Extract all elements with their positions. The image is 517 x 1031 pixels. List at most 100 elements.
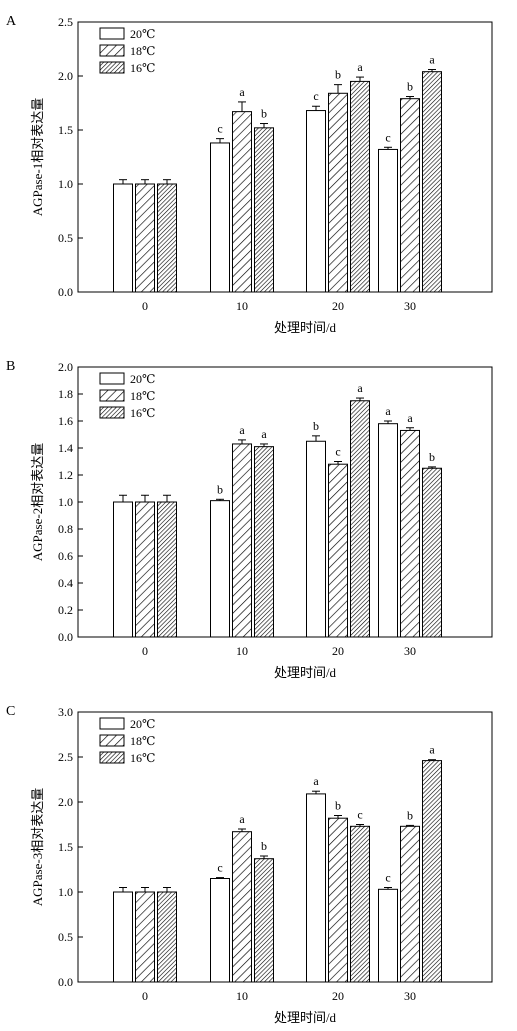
- bar: [113, 891, 133, 983]
- significance-letter: c: [217, 861, 222, 875]
- bar: [422, 760, 442, 983]
- legend-swatch: [99, 751, 125, 764]
- y-tick-label: 0.8: [58, 522, 73, 536]
- significance-letter: b: [407, 808, 413, 822]
- x-tick-label: 10: [236, 644, 248, 658]
- bar: [422, 71, 442, 293]
- legend-label: 20℃: [130, 717, 155, 731]
- x-tick-label: 0: [142, 989, 148, 1003]
- chart-a-svg: 0.0 0.5 1.0 1.5 2.0 2.5 0 10 20 30 处理时间/d AGPase-1相…: [30, 15, 493, 335]
- x-tick-label: 20: [332, 989, 344, 1003]
- bar: [157, 501, 177, 638]
- significance-letter: b: [313, 419, 319, 433]
- x-tick-label: 30: [404, 644, 416, 658]
- x-tick-label: 20: [332, 299, 344, 313]
- significance-letter: b: [335, 68, 341, 82]
- y-tick-label: 1.2: [58, 468, 73, 482]
- x-tick-label: 20: [332, 644, 344, 658]
- significance-letter: a: [429, 743, 435, 757]
- bar: [306, 440, 326, 638]
- bar: [135, 891, 155, 983]
- significance-letter: a: [385, 404, 391, 418]
- significance-letter: c: [335, 445, 340, 459]
- y-tick-label: 0.4: [58, 576, 73, 590]
- significance-letter: a: [239, 85, 245, 99]
- bar: [400, 429, 420, 638]
- y-tick-label: 0.5: [58, 930, 73, 944]
- legend-swatch: [99, 44, 125, 57]
- y-tick-label: 1.0: [58, 177, 73, 191]
- y-tick-label: 0.0: [58, 630, 73, 644]
- significance-letter: b: [429, 450, 435, 464]
- y-axis-title: AGPase-3相对表达量: [30, 788, 45, 906]
- significance-letter: c: [385, 871, 390, 885]
- y-tick-label: 1.5: [58, 840, 73, 854]
- bar: [306, 110, 326, 293]
- y-tick-label: 0.0: [58, 975, 73, 989]
- significance-letter: b: [261, 839, 267, 853]
- bar: [422, 467, 442, 638]
- significance-letter: c: [357, 808, 362, 822]
- significance-letter: a: [357, 381, 363, 395]
- legend-label: 20℃: [130, 372, 155, 386]
- y-tick-label: 1.5: [58, 123, 73, 137]
- bar: [113, 183, 133, 293]
- bar: [378, 148, 398, 293]
- bar: [157, 183, 177, 293]
- y-axis-title: AGPase-1相对表达量: [30, 98, 45, 216]
- significance-letter: c: [385, 130, 390, 144]
- bar: [254, 127, 274, 293]
- bar: [378, 888, 398, 983]
- y-axis-title: AGPase-2相对表达量: [30, 443, 45, 561]
- legend-swatch: [99, 717, 125, 730]
- chart-panel-a: A 0.0 0.5 1.0 1.5 2.0 2.5 0 10 20 30 处理时间/d AGPase-…: [0, 0, 517, 340]
- y-tick-label: 3.0: [58, 705, 73, 719]
- bar: [232, 111, 252, 293]
- chart-panel-b: B 0.0 0.2 0.4 0.6 0.8 1.0 1.2 1.4 1.6 1.8 2.0 0 10 20…: [0, 345, 517, 685]
- legend-swatch: [99, 406, 125, 419]
- legend-label: 16℃: [130, 61, 155, 75]
- bar: [400, 98, 420, 293]
- significance-letter: a: [261, 427, 267, 441]
- bar: [135, 183, 155, 293]
- significance-letter: a: [407, 411, 413, 425]
- y-tick-label: 0.5: [58, 231, 73, 245]
- legend-swatch: [99, 27, 125, 40]
- bar: [210, 878, 230, 983]
- legend-label: 18℃: [130, 44, 155, 58]
- significance-letter: c: [217, 122, 222, 136]
- x-axis-title: 处理时间/d: [274, 665, 337, 680]
- legend-swatch: [99, 389, 125, 402]
- significance-letter: a: [239, 423, 245, 437]
- bar: [254, 858, 274, 983]
- y-tick-label: 1.6: [58, 414, 73, 428]
- legend-swatch: [99, 372, 125, 385]
- significance-letter: a: [239, 812, 245, 826]
- panel-label: B: [6, 359, 16, 374]
- bar: [350, 400, 370, 638]
- bar: [350, 80, 370, 293]
- x-axis-title: 处理时间/d: [274, 1010, 337, 1025]
- y-tick-label: 2.0: [58, 360, 73, 374]
- legend-swatch: [99, 61, 125, 74]
- bar: [232, 443, 252, 638]
- bar: [157, 891, 177, 983]
- y-tick-label: 0.6: [58, 549, 73, 563]
- y-tick-label: 1.0: [58, 495, 73, 509]
- bar: [135, 501, 155, 638]
- chart-b-svg: 0.0 0.2 0.4 0.6 0.8 1.0 1.2 1.4 1.6 1.8 2.0 0 10 20 30…: [30, 360, 493, 680]
- plot-frame: [77, 21, 493, 293]
- y-tick-label: 0.2: [58, 603, 73, 617]
- y-tick-label: 0.0: [58, 285, 73, 299]
- x-tick-label: 0: [142, 299, 148, 313]
- panel-label: C: [6, 704, 16, 719]
- chart-c-svg: 0.0 0.5 1.0 1.5 2.0 2.5 3.0 0 10 20 30 处理时间/d AGPase…: [30, 705, 493, 1025]
- significance-letter: b: [335, 799, 341, 813]
- significance-letter: c: [313, 89, 318, 103]
- bar: [306, 793, 326, 983]
- bar: [113, 501, 133, 638]
- y-tick-label: 2.0: [58, 795, 73, 809]
- y-tick-label: 1.4: [58, 441, 73, 455]
- legend-label: 18℃: [130, 389, 155, 403]
- chart-panel-c: C 0.0 0.5 1.0 1.5 2.0 2.5 3.0 0 10 20 30 处理时间/d AGPa…: [0, 690, 517, 1030]
